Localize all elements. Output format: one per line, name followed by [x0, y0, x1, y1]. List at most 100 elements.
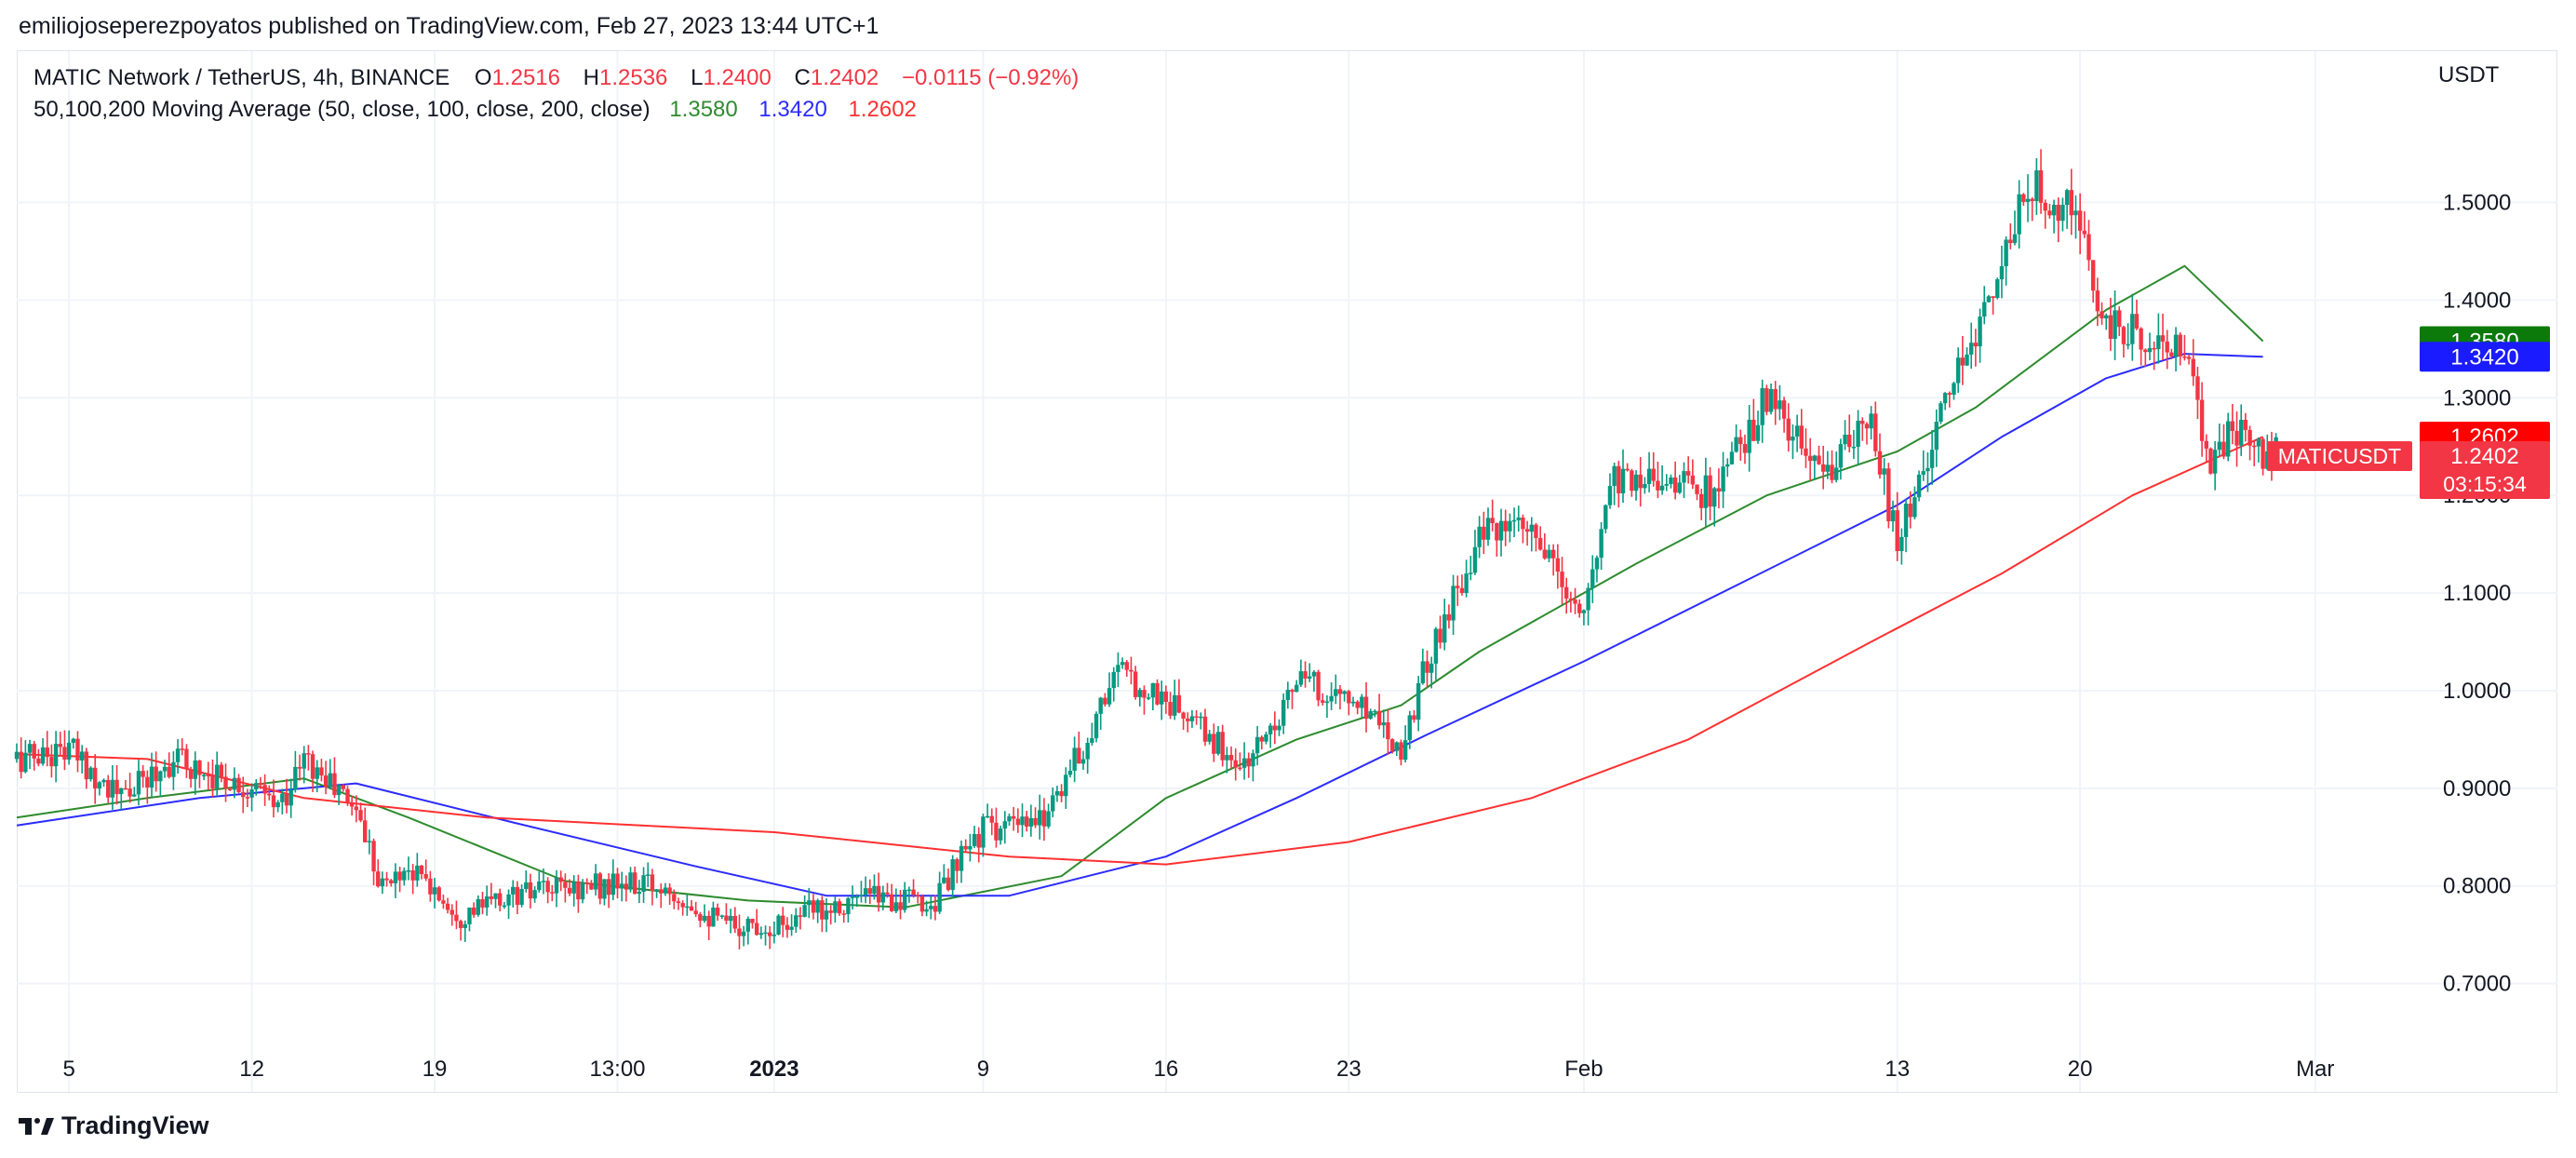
- candle-body: [1969, 343, 1974, 355]
- candle-body: [1199, 716, 1203, 719]
- candle-body: [1137, 690, 1143, 697]
- candle-body: [1942, 393, 1948, 404]
- candle-body: [1581, 610, 1587, 613]
- candle-body: [554, 877, 559, 894]
- candle-body: [768, 932, 772, 936]
- candle-body: [1120, 662, 1125, 666]
- candle-body: [1742, 444, 1748, 453]
- candle-body: [1186, 718, 1190, 721]
- ma-line-ma50: [16, 264, 2264, 909]
- candle-body: [1939, 403, 1943, 423]
- candle-body: [271, 795, 276, 808]
- candle-body: [515, 886, 520, 906]
- candle-body: [2004, 239, 2008, 266]
- candle-body: [1155, 682, 1160, 705]
- candle-body: [1929, 450, 1935, 468]
- candle-body: [2034, 169, 2039, 202]
- candle-body: [863, 888, 868, 895]
- candle-body: [2030, 198, 2034, 202]
- candle-body: [2195, 376, 2200, 400]
- candle-body: [937, 882, 942, 912]
- legend-high: 1.2536: [599, 65, 668, 90]
- candle-body: [1129, 669, 1134, 672]
- legend-symbol[interactable]: MATIC Network / TetherUS, 4h, BINANCE: [34, 65, 450, 90]
- candle-body: [493, 893, 498, 899]
- candle-body: [1498, 520, 1504, 541]
- candle-body: [1251, 753, 1255, 767]
- legend-open-label: O: [474, 65, 492, 90]
- candle-body: [2152, 347, 2156, 350]
- candle-body: [2095, 290, 2100, 312]
- candle-body: [667, 887, 672, 895]
- candle-body: [188, 769, 194, 779]
- candle-body: [2160, 335, 2166, 342]
- candle-body: [1103, 697, 1107, 705]
- candle-body: [1794, 425, 1800, 437]
- candle-body: [71, 738, 76, 743]
- candle-body: [1337, 689, 1343, 694]
- candle-body: [2056, 204, 2060, 222]
- candle-body: [1786, 418, 1791, 441]
- candle-body: [711, 908, 716, 927]
- candle-body: [929, 906, 933, 909]
- candle-body: [2156, 335, 2161, 350]
- candle-body: [1965, 354, 1969, 366]
- candle-body: [254, 783, 259, 790]
- candle-body: [23, 752, 28, 773]
- candle-body: [1150, 682, 1156, 698]
- candle-body: [2147, 347, 2153, 353]
- time-tick-label: Feb: [1564, 1057, 1603, 1082]
- countdown-label: 03:15:34: [2443, 472, 2527, 496]
- candle-body: [258, 783, 263, 786]
- tradingview-logo[interactable]: TradingView: [19, 1111, 209, 1140]
- candle-body: [1194, 716, 1199, 718]
- candle-body: [1991, 296, 1995, 299]
- candle-body: [58, 744, 62, 747]
- candle-body: [79, 751, 85, 761]
- candle-body: [1311, 671, 1317, 677]
- candle-body: [994, 822, 999, 841]
- candle-body: [432, 887, 437, 895]
- candle-body: [955, 859, 959, 871]
- candle-body: [1011, 815, 1016, 819]
- candle-body: [141, 771, 145, 777]
- candle-body: [867, 888, 872, 895]
- candle-body: [127, 788, 132, 797]
- candle-body: [1407, 715, 1413, 741]
- candle-body: [854, 896, 859, 898]
- candle-body: [998, 828, 1003, 841]
- legend-ma-title[interactable]: 50,100,200 Moving Average (50, close, 10…: [34, 97, 651, 122]
- candle-body: [471, 907, 476, 915]
- candle-body: [275, 801, 280, 808]
- candle-body: [903, 889, 907, 910]
- candle-body: [132, 794, 137, 797]
- candle-body: [1873, 413, 1878, 451]
- candle-body: [1690, 475, 1696, 485]
- candle-body: [511, 886, 516, 895]
- candle-body: [781, 915, 785, 925]
- candle-body: [1285, 690, 1291, 701]
- candle-body: [341, 785, 346, 789]
- candle-body: [963, 845, 968, 850]
- candle-body: [1189, 716, 1195, 721]
- candle-body: [758, 933, 764, 936]
- candle-body: [14, 751, 20, 760]
- candle-body: [815, 900, 820, 913]
- candle-body: [724, 915, 729, 922]
- candle-body: [1620, 468, 1626, 494]
- candle-body: [1176, 694, 1182, 713]
- candle-body: [2126, 343, 2130, 346]
- candle-body: [1072, 747, 1077, 771]
- candle-body: [1298, 671, 1304, 685]
- candle-body: [584, 882, 589, 884]
- candle-body: [1781, 400, 1787, 419]
- candle-body: [197, 760, 202, 775]
- candle-body: [1555, 558, 1561, 572]
- price-tick-label: 0.7000: [2443, 972, 2511, 997]
- grid-lines: [17, 51, 2557, 1092]
- candle-body: [1051, 795, 1055, 812]
- candle-body: [214, 764, 220, 788]
- candle-body: [1215, 732, 1221, 754]
- legend-ma100: 1.3420: [758, 97, 827, 122]
